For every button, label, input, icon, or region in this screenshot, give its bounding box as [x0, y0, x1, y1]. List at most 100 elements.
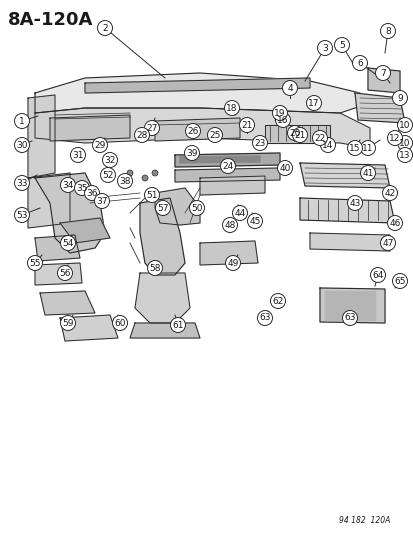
Polygon shape: [180, 156, 259, 163]
Text: 50: 50: [191, 204, 202, 213]
Circle shape: [14, 207, 29, 222]
Text: 34: 34: [62, 181, 74, 190]
Circle shape: [189, 200, 204, 215]
Circle shape: [287, 125, 302, 141]
Circle shape: [347, 141, 362, 156]
Text: 21: 21: [294, 131, 305, 140]
Text: 33: 33: [16, 179, 28, 188]
Text: 42: 42: [383, 189, 395, 198]
Circle shape: [247, 214, 262, 229]
Polygon shape: [35, 235, 80, 261]
Circle shape: [170, 318, 185, 333]
Circle shape: [225, 255, 240, 271]
Circle shape: [320, 138, 335, 152]
Text: 57: 57: [157, 204, 169, 213]
Text: 55: 55: [29, 259, 40, 268]
Circle shape: [387, 215, 401, 230]
Text: 63: 63: [344, 313, 355, 322]
Text: 25: 25: [209, 131, 220, 140]
Text: 18: 18: [225, 103, 237, 112]
Text: 63: 63: [259, 313, 270, 322]
Circle shape: [84, 185, 99, 200]
Text: 59: 59: [62, 319, 74, 327]
Polygon shape: [175, 153, 279, 167]
Text: 38: 38: [119, 176, 131, 185]
Circle shape: [292, 127, 307, 142]
Circle shape: [277, 160, 292, 175]
Text: 13: 13: [398, 150, 410, 159]
Text: 62: 62: [272, 296, 283, 305]
Text: 51: 51: [146, 190, 157, 199]
Text: 28: 28: [136, 131, 147, 140]
Text: 30: 30: [16, 141, 28, 149]
Text: 58: 58: [149, 263, 160, 272]
Text: 19: 19: [273, 109, 285, 117]
Circle shape: [97, 20, 112, 36]
Text: 12: 12: [388, 133, 400, 142]
Circle shape: [312, 131, 327, 146]
Circle shape: [100, 167, 115, 182]
Circle shape: [57, 265, 72, 280]
Text: 14: 14: [322, 141, 333, 149]
Text: 60: 60: [114, 319, 126, 327]
Circle shape: [70, 148, 85, 163]
Circle shape: [360, 166, 375, 181]
Text: 31: 31: [72, 150, 83, 159]
Circle shape: [252, 135, 267, 150]
Circle shape: [142, 175, 147, 181]
Text: 37: 37: [96, 197, 107, 206]
Circle shape: [282, 80, 297, 95]
Polygon shape: [130, 323, 199, 338]
Polygon shape: [175, 168, 279, 182]
Circle shape: [239, 117, 254, 133]
Polygon shape: [35, 263, 82, 285]
Circle shape: [380, 236, 394, 251]
Circle shape: [224, 101, 239, 116]
Circle shape: [185, 124, 200, 139]
Polygon shape: [309, 233, 389, 251]
Circle shape: [232, 206, 247, 221]
Text: 16: 16: [277, 116, 288, 125]
Circle shape: [370, 268, 385, 282]
Text: 15: 15: [349, 143, 360, 152]
Text: 65: 65: [393, 277, 405, 286]
Circle shape: [14, 114, 29, 128]
Text: 6: 6: [356, 59, 362, 68]
Text: 21: 21: [241, 120, 252, 130]
Circle shape: [270, 294, 285, 309]
Text: 32: 32: [104, 156, 115, 165]
Text: 54: 54: [62, 238, 74, 247]
Circle shape: [375, 66, 389, 80]
Text: 94 182  120A: 94 182 120A: [338, 516, 389, 525]
Text: 44: 44: [234, 208, 245, 217]
Text: 46: 46: [388, 219, 400, 228]
Circle shape: [275, 112, 290, 127]
Text: 47: 47: [381, 238, 393, 247]
Polygon shape: [299, 163, 389, 188]
Polygon shape: [354, 93, 404, 123]
Circle shape: [102, 152, 117, 167]
Polygon shape: [35, 73, 369, 113]
Circle shape: [117, 174, 132, 189]
Text: 8A-120A: 8A-120A: [8, 11, 93, 29]
Text: 48: 48: [224, 221, 235, 230]
Polygon shape: [135, 273, 190, 323]
Polygon shape: [199, 241, 257, 265]
Text: 52: 52: [102, 171, 114, 180]
Text: 7: 7: [379, 69, 385, 77]
Circle shape: [92, 138, 107, 152]
Polygon shape: [264, 125, 329, 143]
Text: 8: 8: [384, 27, 390, 36]
Circle shape: [60, 316, 75, 330]
Text: 23: 23: [254, 139, 265, 148]
Circle shape: [127, 170, 133, 176]
Circle shape: [347, 196, 362, 211]
Circle shape: [392, 91, 406, 106]
Polygon shape: [28, 95, 55, 178]
Circle shape: [155, 200, 170, 215]
Circle shape: [387, 131, 401, 146]
Circle shape: [144, 120, 159, 135]
Circle shape: [134, 127, 149, 142]
Polygon shape: [40, 291, 95, 315]
Circle shape: [351, 55, 367, 70]
